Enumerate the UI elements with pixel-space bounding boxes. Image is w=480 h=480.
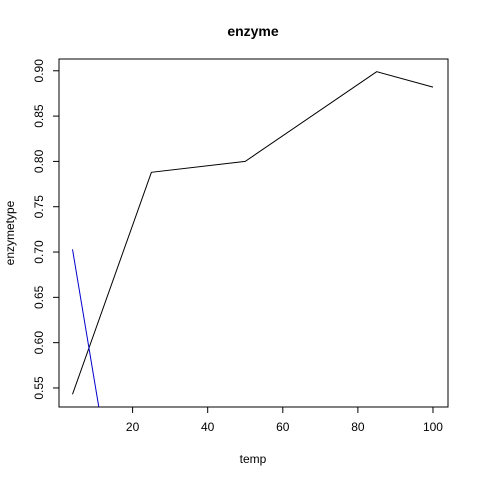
plot-area-frame xyxy=(58,58,449,408)
x-tick-label: 40 xyxy=(201,420,215,434)
x-axis: 20 40 60 80 100 xyxy=(126,407,443,434)
x-tick-label: 80 xyxy=(351,420,365,434)
y-axis-label: enzymetype xyxy=(3,200,17,265)
y-tick-label: 0.80 xyxy=(32,149,46,173)
x-axis-label: temp xyxy=(240,452,267,466)
series-layer xyxy=(72,71,434,407)
y-tick-label: 0.90 xyxy=(32,59,46,83)
x-tick-label: 100 xyxy=(423,420,443,434)
y-tick-label: 0.70 xyxy=(32,240,46,264)
series-line-2 xyxy=(72,249,100,407)
x-tick-label: 60 xyxy=(276,420,290,434)
y-tick-label: 0.60 xyxy=(32,331,46,355)
y-tick-label: 0.65 xyxy=(32,285,46,309)
y-tick-label: 0.55 xyxy=(32,376,46,400)
series-line-1 xyxy=(72,71,434,395)
y-tick-label: 0.85 xyxy=(32,104,46,128)
y-axis: 0.55 0.60 0.65 0.70 0.75 0.80 0.85 0.90 xyxy=(32,59,59,400)
chart-title: enzyme xyxy=(227,23,279,39)
x-tick-label: 20 xyxy=(126,420,140,434)
y-tick-label: 0.75 xyxy=(32,195,46,219)
